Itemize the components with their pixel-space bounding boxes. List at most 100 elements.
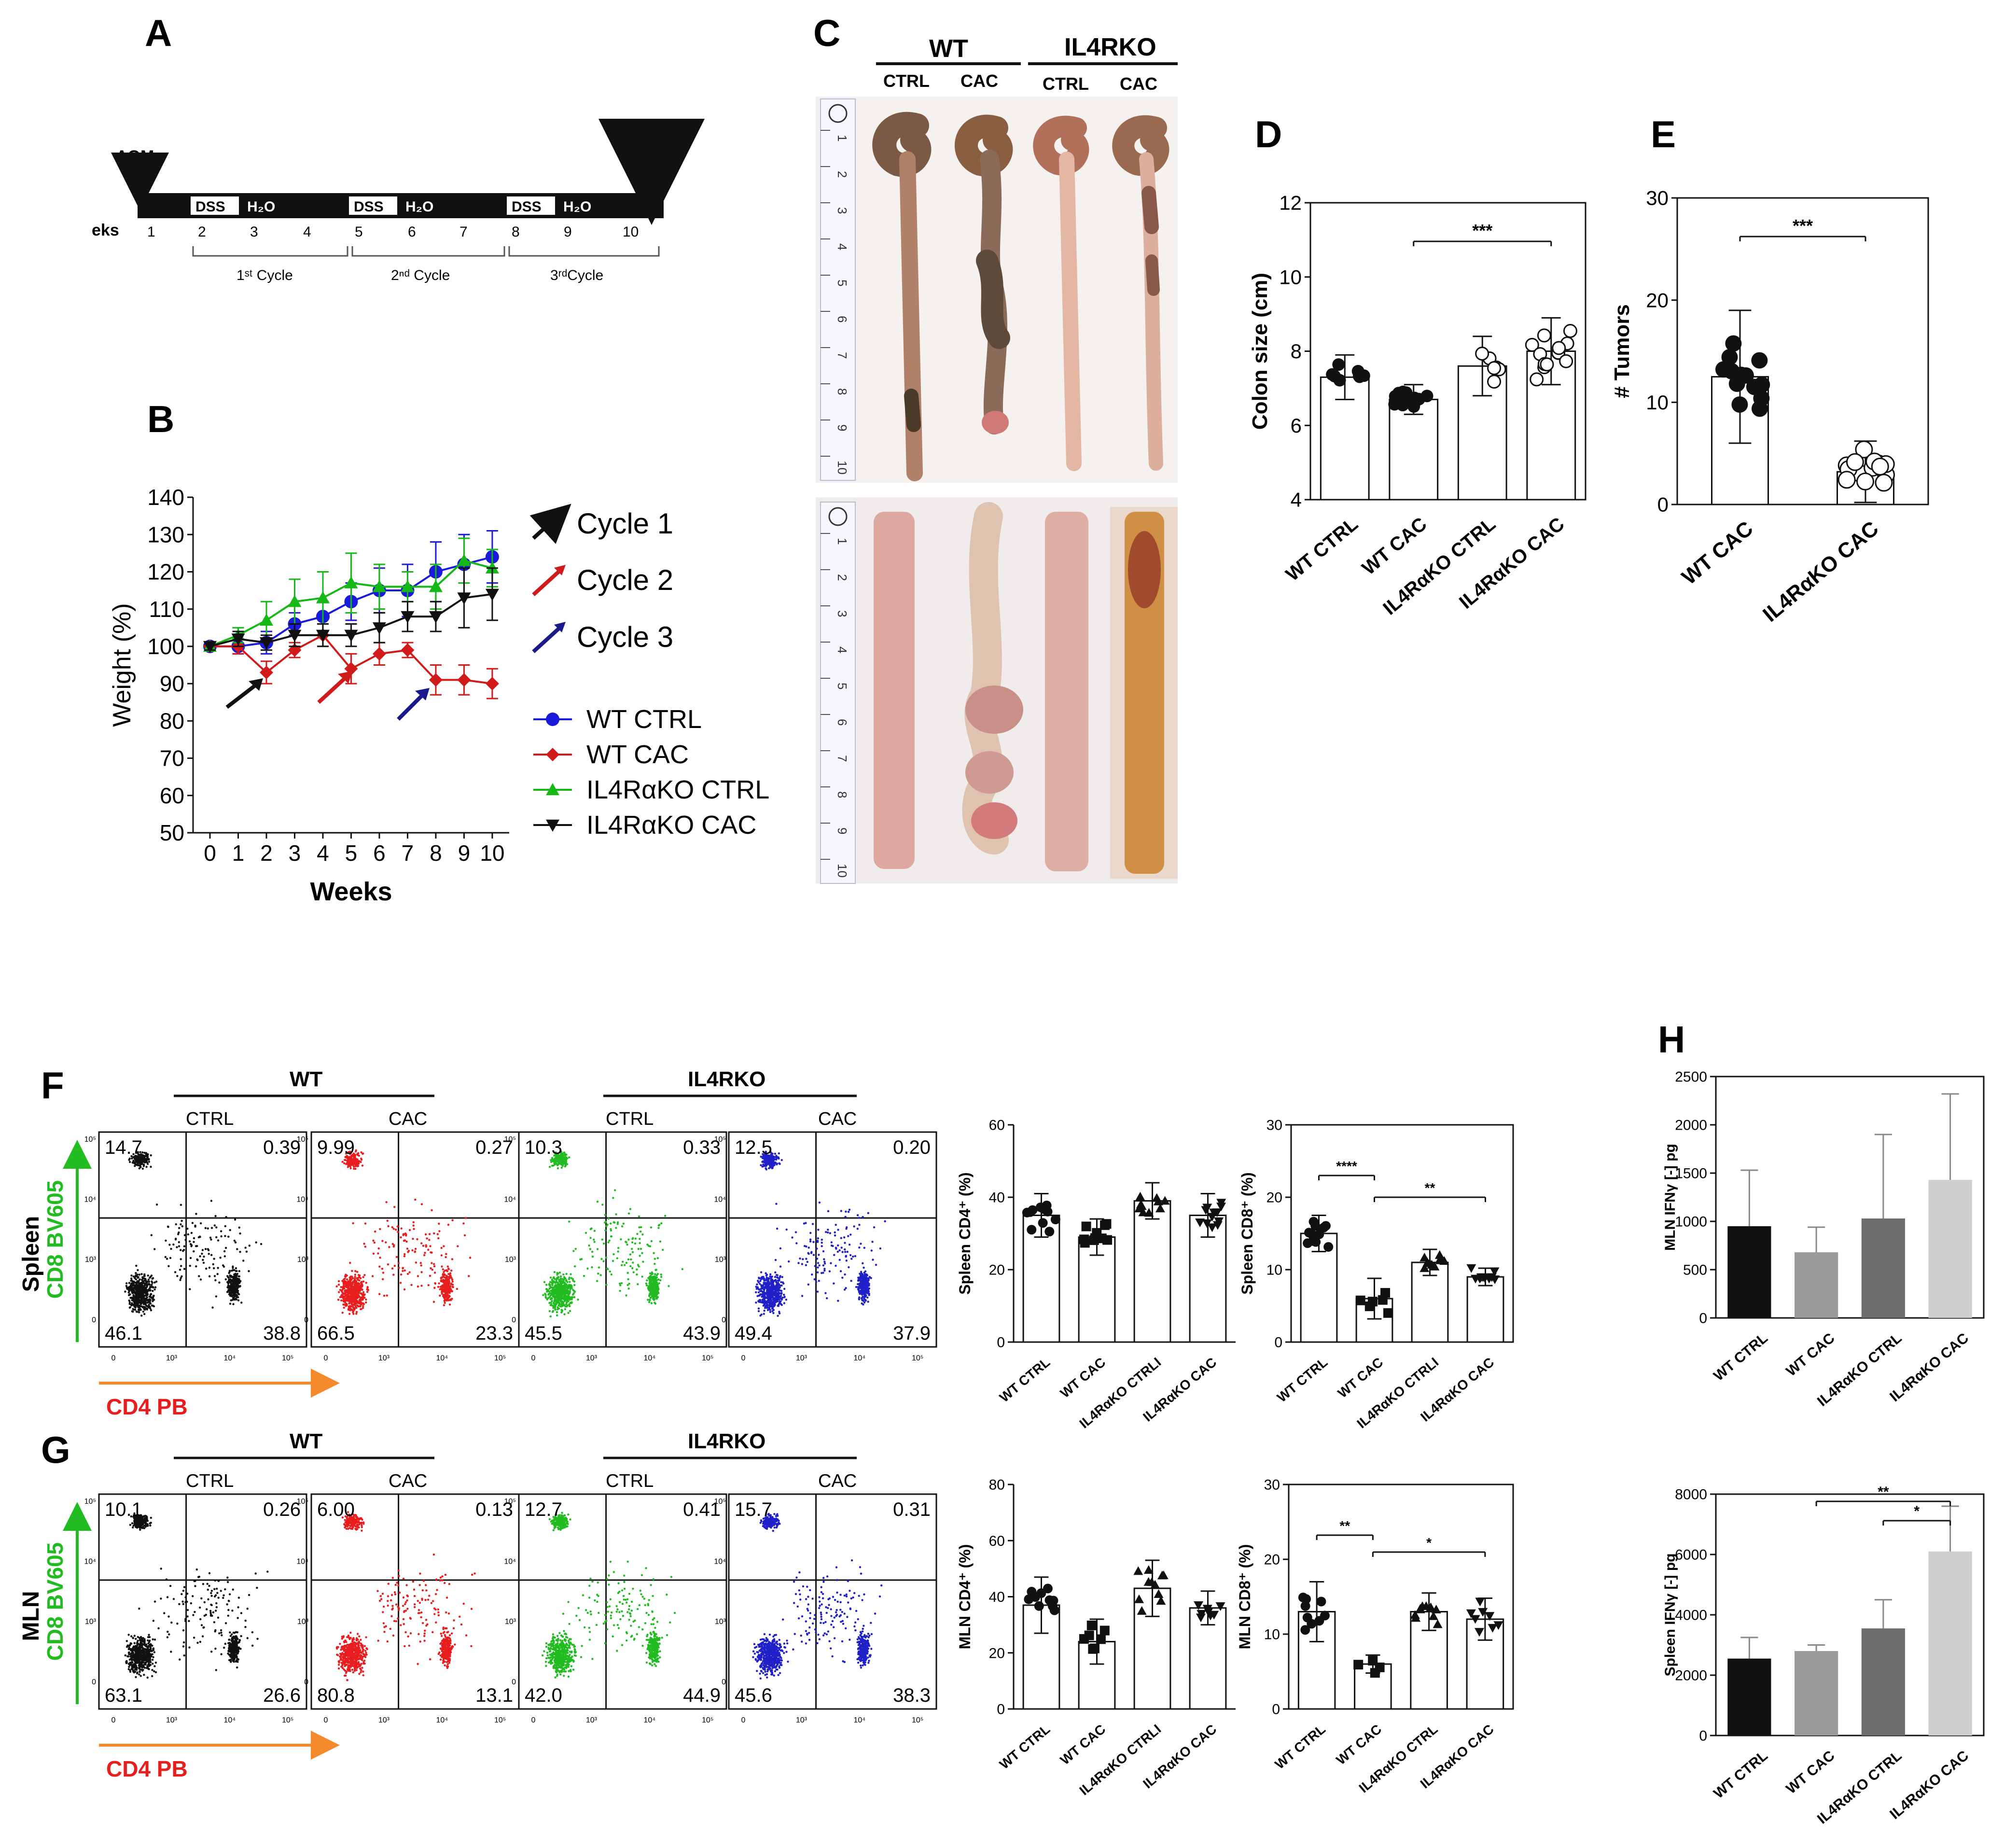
colon-ko-cac-whole: [1112, 115, 1169, 471]
event-dot: [558, 1302, 561, 1304]
event-dot: [353, 1167, 355, 1170]
data-point: [344, 630, 358, 642]
event-dot: [641, 1275, 643, 1278]
event-dot: [844, 1242, 846, 1244]
event-dot: [343, 1278, 345, 1281]
data-point: [316, 630, 330, 642]
event-dot: [141, 1286, 144, 1288]
event-dot: [431, 1251, 433, 1254]
event-dot: [348, 1299, 350, 1301]
event-dot: [843, 1288, 846, 1291]
event-dot: [856, 1214, 859, 1217]
event-dot: [597, 1273, 599, 1275]
event-dot: [396, 1225, 399, 1228]
event-dot: [565, 1279, 568, 1281]
event-dot: [824, 1292, 827, 1294]
event-dot: [561, 1278, 564, 1280]
event-dot: [776, 1162, 779, 1165]
event-dot: [571, 1293, 574, 1296]
event-dot: [411, 1249, 414, 1252]
event-dot: [194, 1225, 196, 1228]
event-dot: [196, 1245, 198, 1247]
event-dot: [546, 1288, 548, 1291]
flow-condition-label: CAC: [389, 1109, 427, 1129]
event-dot: [438, 1230, 441, 1232]
photo-wt-label: WT: [929, 35, 968, 63]
y-tick-label: 50: [160, 820, 184, 845]
ruler-mark-label: 8: [835, 791, 849, 798]
event-dot: [139, 1166, 142, 1168]
event-dot: [364, 1246, 366, 1248]
x-tick-label: 10³: [166, 1354, 178, 1362]
event-dot: [227, 1284, 230, 1287]
event-dot: [769, 1273, 772, 1275]
event-dot: [351, 1291, 354, 1294]
event-dot: [552, 1160, 554, 1162]
event-dot: [617, 1246, 620, 1249]
event-dot: [134, 1275, 137, 1278]
event-dot: [774, 1275, 777, 1278]
x-tick-label: 10⁵: [282, 1354, 293, 1362]
event-dot: [656, 1285, 659, 1288]
event-dot: [393, 1265, 396, 1267]
ruler-body: [820, 502, 856, 884]
event-dot: [873, 1226, 876, 1229]
event-dot: [557, 1288, 559, 1291]
event-dot: [765, 1276, 768, 1279]
event-dot: [639, 1255, 641, 1257]
data-point: [1530, 372, 1544, 387]
event-dot: [566, 1299, 569, 1302]
data-point: [429, 673, 443, 687]
event-dot: [151, 1277, 153, 1280]
event-dot: [395, 1256, 398, 1258]
event-dot: [823, 1268, 826, 1270]
data-point: [1399, 392, 1412, 405]
event-dot: [456, 1288, 459, 1290]
event-dot: [598, 1266, 600, 1269]
event-dot: [849, 1233, 852, 1236]
event-dot: [779, 1275, 781, 1277]
event-dot: [463, 1234, 466, 1237]
event-dot: [468, 1275, 470, 1277]
event-dot: [651, 1271, 654, 1274]
event-dot: [826, 1297, 828, 1300]
event-dot: [858, 1246, 861, 1249]
event-dot: [352, 1303, 355, 1306]
event-dot: [568, 1298, 570, 1300]
event-dot: [427, 1284, 430, 1287]
event-dot: [362, 1280, 365, 1283]
event-dot: [152, 1297, 154, 1299]
event-dot: [767, 1159, 770, 1162]
event-dot: [772, 1284, 775, 1287]
event-dot: [439, 1294, 441, 1297]
event-dot: [858, 1298, 861, 1301]
x-tick-label: 0: [531, 1354, 536, 1362]
cycle-arrow-legend: Cycle 1 Cycle 2 Cycle 3: [529, 504, 673, 653]
event-dot: [143, 1151, 146, 1154]
event-dot: [351, 1270, 353, 1272]
event-dot: [444, 1293, 447, 1295]
event-dot: [136, 1158, 139, 1161]
x-tick-label: 10⁴: [643, 1354, 655, 1362]
flow-x-axis-title: CD4 PB: [106, 1394, 188, 1419]
event-dot: [427, 1248, 430, 1251]
event-dot: [149, 1289, 152, 1291]
event-dot: [847, 1211, 850, 1213]
event-dot: [573, 1284, 576, 1287]
event-dot: [126, 1288, 128, 1290]
event-dot: [555, 1284, 557, 1287]
event-dot: [144, 1277, 147, 1280]
event-dot: [223, 1250, 226, 1253]
quadrant-value: 9.99: [317, 1137, 355, 1158]
event-dot: [143, 1298, 146, 1301]
data-point: [372, 647, 386, 661]
event-dot: [816, 1247, 818, 1250]
event-dot: [139, 1286, 141, 1288]
event-dot: [388, 1246, 390, 1248]
ruler-mark-label: 10: [835, 864, 849, 878]
plot-frame: [310, 1131, 520, 1348]
x-tick-label: 1: [232, 840, 245, 866]
event-dot: [424, 1233, 427, 1236]
event-dot: [557, 1283, 560, 1286]
